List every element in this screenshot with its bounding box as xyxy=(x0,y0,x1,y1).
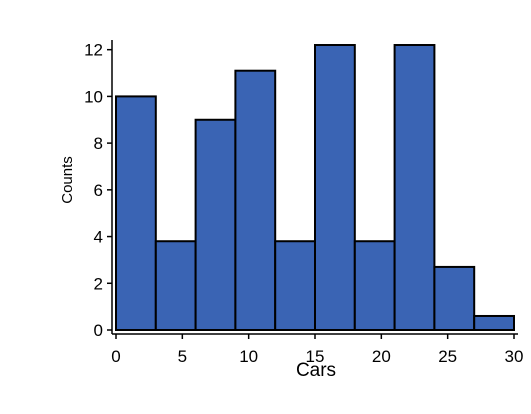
y-tick-label: 10 xyxy=(84,87,103,106)
x-tick-label: 10 xyxy=(239,347,258,366)
x-axis-label: Cars xyxy=(296,360,336,381)
y-axis-label: Counts xyxy=(59,156,76,204)
y-tick-label: 2 xyxy=(94,274,103,293)
y-tick-label: 6 xyxy=(94,181,103,200)
bars-layer xyxy=(115,44,516,332)
histogram-bar xyxy=(393,44,436,332)
histogram-bar xyxy=(154,240,197,331)
y-tick-label: 4 xyxy=(94,228,103,247)
histogram-bar xyxy=(473,314,516,332)
x-tick-label: 20 xyxy=(372,347,391,366)
histogram-bar xyxy=(433,265,476,332)
y-tick-label: 8 xyxy=(94,134,103,153)
y-tick-label: 0 xyxy=(94,321,103,340)
histogram-bar xyxy=(274,240,317,331)
axes-layer: 0 2 4 6 8 10 12 0 5 10 15 20 25 30 xyxy=(84,40,523,366)
histogram-bar xyxy=(314,44,356,332)
histogram-bar xyxy=(115,95,157,332)
y-tick-label: 12 xyxy=(84,41,103,60)
x-tick-label: 25 xyxy=(438,347,457,366)
x-tick-label: 30 xyxy=(505,347,524,366)
x-tick-label: 15 xyxy=(306,347,325,366)
histogram-bar xyxy=(353,240,396,331)
x-tick-label: 0 xyxy=(111,347,120,366)
histogram-bar xyxy=(194,118,237,332)
x-tick-label: 5 xyxy=(178,347,187,366)
histogram-bar xyxy=(234,69,277,331)
